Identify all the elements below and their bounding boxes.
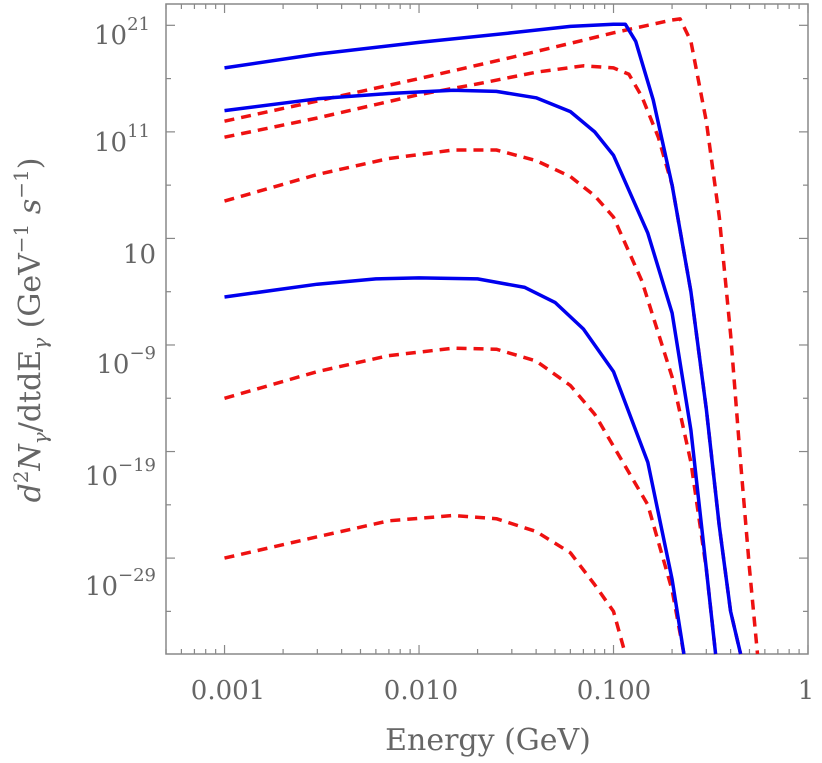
y-axis-tick-labels: 1021 1011 10 10−9 10−19 10−29 bbox=[85, 14, 156, 602]
y-title-sub2: γ bbox=[28, 338, 52, 350]
x-tick-label: 0.100 bbox=[577, 676, 651, 706]
y-title-rest: /dtdE bbox=[13, 350, 48, 432]
y-tick-exp: 11 bbox=[127, 121, 150, 142]
x-tick-label: 0.001 bbox=[191, 676, 265, 706]
y-title-sup: 2 bbox=[9, 470, 33, 483]
x-axis-title: Energy (GeV) bbox=[385, 723, 591, 758]
x-axis-ticks bbox=[165, 4, 809, 654]
y-axis-ticks bbox=[166, 24, 808, 612]
series-line-blue-1 bbox=[224, 22, 743, 655]
y-tick-base: 10 bbox=[85, 462, 118, 492]
plot-frame bbox=[165, 3, 809, 655]
y-title-sub: γ bbox=[28, 432, 52, 444]
series-line-red-3 bbox=[224, 148, 718, 655]
y-tick-base: 10 bbox=[96, 350, 129, 380]
series-line-red-5 bbox=[224, 513, 627, 655]
series-line-blue-2 bbox=[224, 88, 718, 655]
y-title-unit-mid: s bbox=[13, 199, 48, 224]
y-tick-base: 10 bbox=[94, 21, 127, 51]
y-tick-label: 1021 bbox=[94, 14, 150, 51]
y-tick-label: 10−29 bbox=[85, 565, 156, 602]
y-tick-base: 10 bbox=[94, 128, 127, 158]
series-line-red-4 bbox=[224, 346, 686, 655]
y-title-unit-exp1: −1 bbox=[9, 224, 33, 253]
y-title-unit-exp2: −1 bbox=[9, 169, 33, 198]
y-title-unit-close: ) bbox=[13, 158, 48, 170]
x-tick-label: 0.010 bbox=[384, 676, 458, 706]
y-tick-exp: −19 bbox=[118, 455, 156, 476]
series-line-red-1 bbox=[224, 17, 760, 655]
series-layer bbox=[224, 17, 760, 655]
y-title-N: N bbox=[13, 442, 48, 471]
y-tick-exp: 21 bbox=[127, 14, 150, 35]
x-tick-label: 1 bbox=[798, 676, 815, 706]
y-tick-label: 10−9 bbox=[96, 343, 156, 380]
y-tick-base: 10 bbox=[85, 572, 118, 602]
x-axis-tick-labels: 0.001 0.010 0.100 1 bbox=[191, 676, 814, 706]
series-line-blue-3 bbox=[224, 276, 686, 655]
y-tick-exp: −29 bbox=[118, 565, 156, 586]
series-line-red-2 bbox=[224, 64, 743, 655]
y-tick-label: 10 bbox=[123, 240, 156, 270]
y-tick-exp: −9 bbox=[129, 343, 156, 364]
y-axis-title: d2Nγ/dtdEγ (GeV−1 s−1) bbox=[9, 158, 52, 503]
y-tick-label: 1011 bbox=[94, 121, 150, 158]
y-title-d: d bbox=[13, 483, 48, 502]
y-title-unit-open: (GeV bbox=[13, 252, 48, 338]
y-tick-label: 10−19 bbox=[85, 455, 156, 492]
